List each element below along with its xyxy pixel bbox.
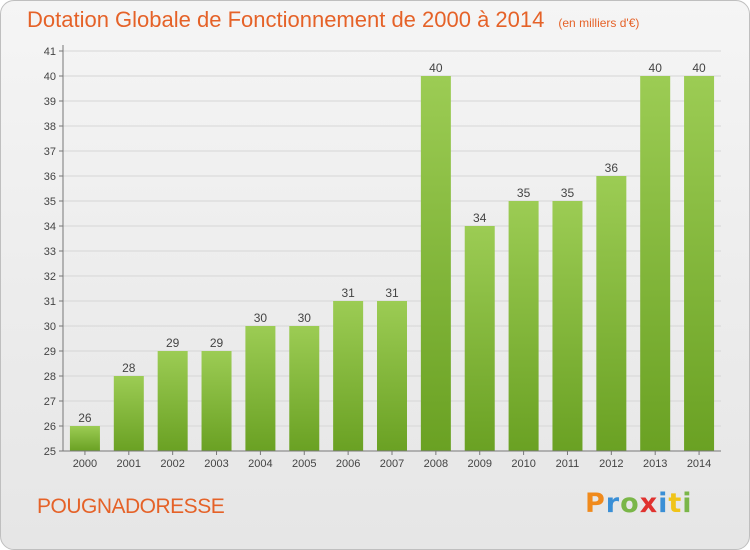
y-tick-label: 32 [44,271,56,283]
chart-title-text: Dotation Globale de Fonctionnement de 20… [27,7,545,32]
data-label: 29 [210,336,224,350]
bar-2010 [508,201,539,451]
bar-2011 [552,201,583,451]
y-tick-label: 26 [44,421,56,433]
data-labels: 26 28 29 29 30 30 31 31 40 34 35 35 36 40 40 [78,61,706,425]
x-tick-label: 2009 [467,458,491,470]
x-tick-label: 2002 [160,458,184,470]
bar-2004 [245,326,276,451]
y-tick-label: 29 [44,346,56,358]
bar-2005 [289,326,320,451]
x-tick-label: 2001 [117,458,141,470]
x-tick-label: 2011 [556,458,580,470]
data-label: 31 [341,286,355,300]
data-label: 35 [517,186,531,200]
data-label: 26 [78,411,92,425]
x-tick-label: 2013 [643,458,667,470]
y-tick-label: 41 [44,46,56,58]
chart-subtitle: (en milliers d'€) [558,16,640,30]
y-tick-label: 28 [44,371,56,383]
proxiti-logo: Proxiti [585,488,693,519]
y-tick-label: 34 [44,221,56,233]
logo-letter: i [658,488,669,519]
bar-2014 [684,76,715,451]
data-label: 30 [298,311,312,325]
x-tick-label: 2010 [511,458,535,470]
bar-2009 [464,226,495,451]
x-tick-label: 2000 [73,458,97,470]
x-tick-label: 2005 [292,458,316,470]
axes: 25 26 27 28 29 30 31 32 33 34 35 36 37 38 39 40 41 2000 20… [44,45,721,470]
x-tick-label: 2007 [380,458,404,470]
y-tick-label: 40 [44,71,56,83]
chart-title: Dotation Globale de Fonctionnement de 20… [27,7,639,33]
bars [69,76,715,451]
y-tick-label: 31 [44,296,56,308]
bar-2001 [113,376,144,451]
data-label: 40 [649,61,663,75]
bar-2006 [333,301,364,451]
y-tick-label: 37 [44,146,56,158]
data-label: 36 [605,161,619,175]
logo-letter: o [620,488,640,519]
data-label: 40 [429,61,443,75]
data-label: 34 [473,211,487,225]
bar-2007 [377,301,407,451]
x-tick-label: 2004 [248,458,272,470]
y-tick-label: 25 [44,446,56,458]
y-tick-label: 39 [44,96,56,108]
data-label: 35 [561,186,575,200]
commune-name: POUGNADORESSE [37,495,225,518]
y-tick-label: 30 [44,321,56,333]
data-label: 40 [692,61,706,75]
data-label: 30 [254,311,268,325]
y-tick-label: 27 [44,396,56,408]
x-tick-label: 2006 [336,458,360,470]
data-label: 29 [166,336,180,350]
bar-2008 [420,76,451,451]
logo-letter: P [585,488,606,519]
bar-2013 [640,76,671,451]
logo-letter: x [639,488,659,519]
x-tick-label: 2003 [204,458,228,470]
data-label: 31 [385,286,399,300]
y-tick-label: 38 [44,121,56,133]
bar-2003 [201,351,232,451]
logo-letter: r [605,488,621,519]
bar-2000 [69,426,100,451]
y-tick-label: 33 [44,246,56,258]
logo-letter: t [668,488,683,519]
data-label: 28 [122,361,136,375]
bar-2002 [157,351,188,451]
x-tick-label: 2008 [424,458,448,470]
logo-letter: i [682,488,693,519]
y-tick-label: 36 [44,171,56,183]
y-tick-label: 35 [44,196,56,208]
bar-2012 [596,176,627,451]
x-tick-label: 2014 [687,458,711,470]
x-tick-label: 2012 [599,458,623,470]
